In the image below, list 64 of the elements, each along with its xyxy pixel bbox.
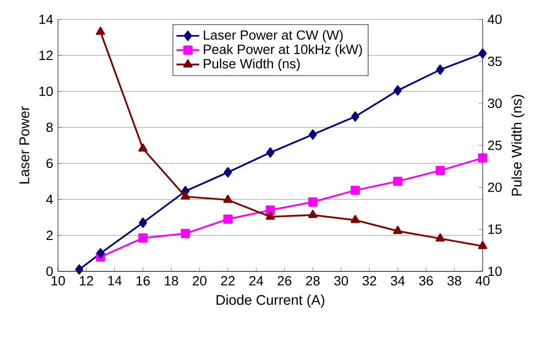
x-tick-label: 12 bbox=[80, 276, 94, 286]
legend-label: Laser Power at CW (W) bbox=[204, 30, 343, 42]
y2-tick-label: 35 bbox=[488, 56, 502, 66]
y-tick-label: 12 bbox=[39, 50, 53, 60]
point bbox=[96, 26, 106, 35]
point bbox=[138, 144, 148, 152]
point bbox=[180, 228, 190, 238]
x-tick-label: 26 bbox=[278, 276, 292, 286]
y2-tick-label: 15 bbox=[488, 224, 502, 234]
x-tick-label: 32 bbox=[362, 276, 376, 286]
point bbox=[351, 111, 360, 122]
legend-label: Pulse Width (ns) bbox=[204, 58, 300, 72]
point bbox=[478, 153, 488, 163]
legend-label: Peak Power at 10kHz (kW) bbox=[204, 44, 362, 57]
x-tick-label: 24 bbox=[249, 276, 264, 286]
y2-tick-label: 10 bbox=[488, 266, 502, 276]
y2-tick-label: 25 bbox=[488, 140, 502, 150]
x-tick-label: 34 bbox=[390, 276, 405, 286]
point bbox=[308, 210, 318, 218]
point bbox=[393, 176, 402, 186]
x-tick-label: 20 bbox=[192, 276, 206, 286]
y-tick-label: 10 bbox=[39, 86, 53, 96]
point bbox=[224, 167, 232, 178]
y-axis-title: Laser Power bbox=[20, 106, 30, 184]
x-tick-label: 18 bbox=[164, 276, 178, 286]
x-tick-label: 22 bbox=[221, 276, 235, 286]
x-axis-title: Diode Current (A) bbox=[216, 294, 324, 308]
point bbox=[393, 226, 402, 234]
point bbox=[478, 240, 488, 250]
y-tick-label: 8 bbox=[46, 122, 53, 132]
y2-tick-label: 30 bbox=[488, 98, 502, 108]
point bbox=[180, 191, 190, 200]
point bbox=[436, 166, 445, 176]
y-tick-label: 4 bbox=[46, 194, 53, 204]
x-tick-label: 14 bbox=[108, 276, 122, 286]
point bbox=[96, 248, 105, 258]
point bbox=[478, 48, 487, 59]
y-tick-label: 6 bbox=[46, 158, 53, 168]
x-tick-label: 40 bbox=[476, 276, 490, 286]
point bbox=[138, 233, 148, 243]
point bbox=[138, 218, 148, 228]
x-tick-label: 38 bbox=[447, 276, 462, 286]
point bbox=[350, 186, 360, 195]
y-tick-label: 14 bbox=[39, 14, 53, 24]
x-tick-label: 30 bbox=[334, 276, 348, 286]
x-tick-label: 36 bbox=[419, 276, 433, 286]
point bbox=[308, 129, 317, 140]
y2-tick-label: 40 bbox=[488, 14, 502, 24]
x-tick-label: 16 bbox=[136, 276, 150, 286]
x-tick-label: 28 bbox=[306, 276, 320, 286]
point bbox=[308, 197, 318, 207]
y-tick-label: 0 bbox=[46, 266, 53, 276]
point bbox=[75, 264, 84, 275]
point bbox=[266, 147, 274, 158]
y2-tick-label: 20 bbox=[488, 182, 502, 192]
point bbox=[436, 64, 444, 75]
point bbox=[436, 233, 445, 242]
point bbox=[394, 85, 402, 96]
y-tick-label: 2 bbox=[46, 230, 53, 240]
point bbox=[223, 214, 232, 224]
point bbox=[350, 214, 360, 224]
point bbox=[266, 212, 275, 220]
y2-axis-title: Pulse Width (ns) bbox=[511, 94, 524, 196]
point bbox=[223, 194, 232, 203]
